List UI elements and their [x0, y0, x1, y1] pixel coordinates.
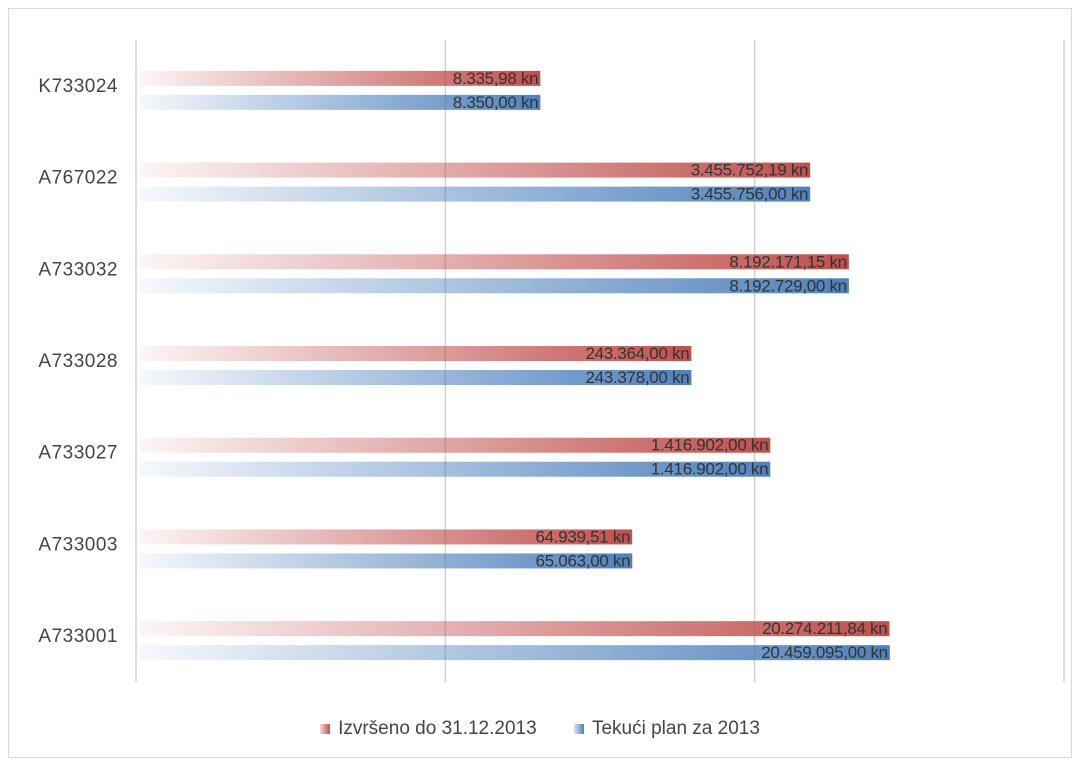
- legend-swatch-executed: [320, 724, 331, 734]
- category-label: A733003: [38, 534, 118, 555]
- category-label: A733027: [38, 443, 118, 464]
- data-label: 8.192.171,15 kn: [729, 252, 846, 271]
- bar: [139, 254, 849, 270]
- data-label: 1.416.902,00 kn: [651, 436, 768, 455]
- bar: [139, 645, 890, 661]
- legend-label-plan: Tekući plan za 2013: [591, 718, 760, 739]
- bar: [139, 278, 849, 294]
- bar: [139, 437, 771, 453]
- bar: [139, 621, 890, 637]
- data-label: 243.364,00 kn: [586, 344, 690, 363]
- bar: [139, 529, 633, 545]
- data-label: 3.455.756,00 kn: [691, 185, 808, 204]
- category-label: A733032: [38, 259, 118, 280]
- data-label: 65.063,00 kn: [536, 551, 631, 570]
- category-label: A733028: [38, 351, 118, 372]
- category-labels: K733024 A767022 A733032 A733028 A733027 A7330…: [38, 76, 118, 647]
- bar: [139, 553, 633, 569]
- bar: [139, 186, 811, 202]
- legend-label-executed: Izvršeno do 31.12.2013: [338, 718, 537, 739]
- data-label: 1.416.902,00 kn: [651, 460, 768, 479]
- legend: Izvršeno do 31.12.2013 Tekući plan za 20…: [0, 718, 1080, 740]
- data-label: 64.939,51 kn: [536, 527, 631, 546]
- bar: [139, 94, 541, 110]
- legend-swatch-plan: [573, 724, 584, 734]
- legend-item-plan: Tekući plan za 2013: [573, 718, 760, 740]
- category-label: A767022: [38, 168, 118, 189]
- data-label: 8.335,98 kn: [453, 69, 539, 88]
- category-label: A733001: [38, 626, 118, 647]
- data-label: 243.378,00 kn: [586, 368, 690, 387]
- data-label: 20.274.211,84 kn: [762, 619, 887, 638]
- bar: [139, 461, 771, 477]
- bar: [139, 162, 811, 178]
- data-label: 20.459.095,00 kn: [761, 643, 888, 662]
- data-label: 8.192.729,00 kn: [729, 276, 846, 295]
- data-labels: 8.335,98 kn 8.350,00 kn 3.455.752,19 kn 3.4…: [453, 69, 888, 662]
- bar: [139, 70, 541, 86]
- category-label: K733024: [38, 76, 118, 97]
- data-label: 3.455.752,19 kn: [691, 161, 808, 180]
- bar: [139, 370, 692, 385]
- legend-item-executed: Izvršeno do 31.12.2013: [320, 718, 537, 740]
- bars: [139, 70, 890, 661]
- data-label: 8.350,00 kn: [453, 93, 539, 112]
- bar: [139, 346, 692, 361]
